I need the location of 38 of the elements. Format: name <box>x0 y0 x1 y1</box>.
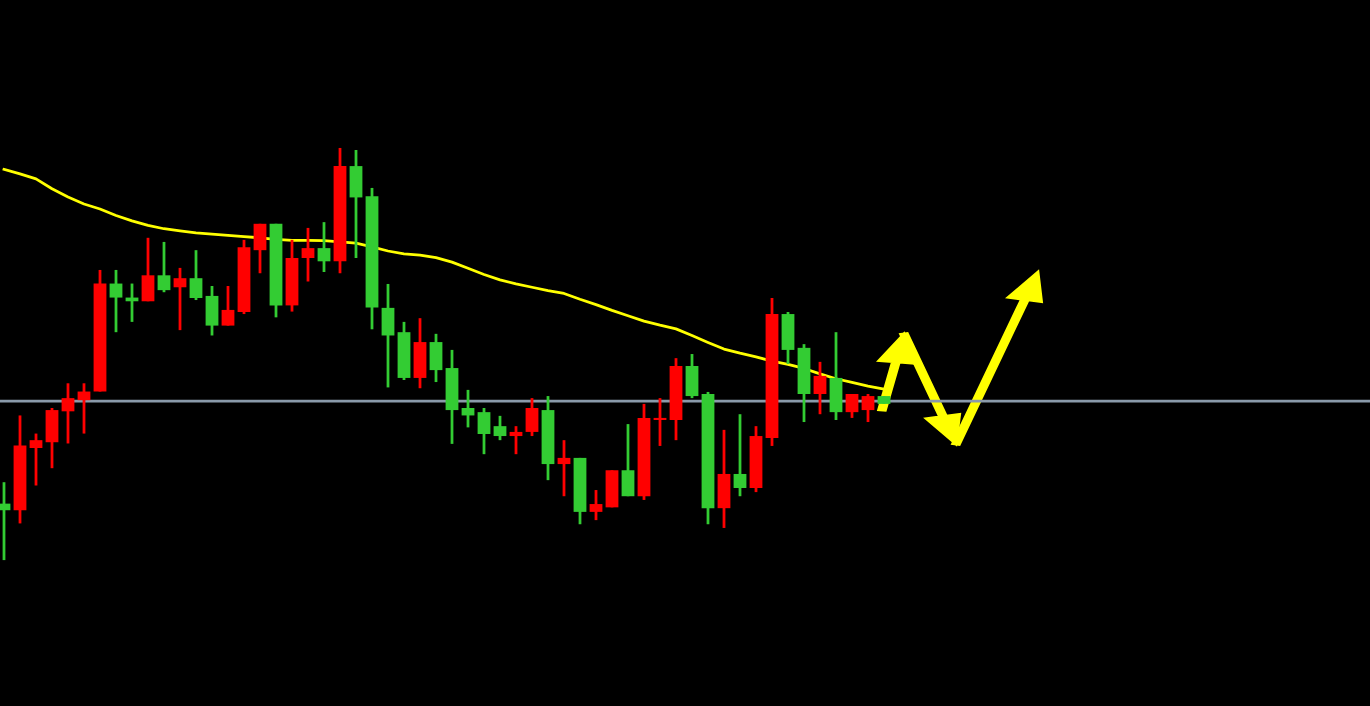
candlestick <box>397 320 411 382</box>
candlestick <box>605 468 619 509</box>
candlestick <box>477 406 491 456</box>
candlestick <box>157 240 171 294</box>
candlestick <box>509 424 523 456</box>
candlestick <box>253 222 267 275</box>
candlestick <box>189 248 203 302</box>
candlestick <box>445 348 459 446</box>
candlestick <box>685 352 699 400</box>
candlestick <box>173 266 187 332</box>
candlestick <box>781 310 795 366</box>
candlestick <box>797 342 811 424</box>
candlestick <box>109 268 123 334</box>
candlestick <box>845 392 859 420</box>
candlestick <box>285 238 299 313</box>
candlestick <box>221 284 235 327</box>
candlestick <box>141 236 155 303</box>
candlestick <box>861 392 875 424</box>
candlestick <box>301 226 315 283</box>
candlestick <box>61 381 75 445</box>
candlestick <box>813 360 827 416</box>
candlestick <box>381 282 395 389</box>
candlestick <box>525 396 539 438</box>
candlestick <box>717 428 731 530</box>
candlestick <box>493 414 507 442</box>
candlestick <box>205 284 219 337</box>
candlestick <box>429 332 443 384</box>
candlestick <box>557 438 571 498</box>
candlestick <box>733 412 747 498</box>
candlestick <box>45 406 59 470</box>
candlestick <box>829 330 843 422</box>
candlestick <box>413 316 427 390</box>
candlestick <box>29 432 43 487</box>
candlestick <box>621 422 635 498</box>
candlestick <box>589 488 603 522</box>
candlestick <box>317 220 331 274</box>
candlestick <box>653 396 667 448</box>
candlestick <box>349 148 363 260</box>
